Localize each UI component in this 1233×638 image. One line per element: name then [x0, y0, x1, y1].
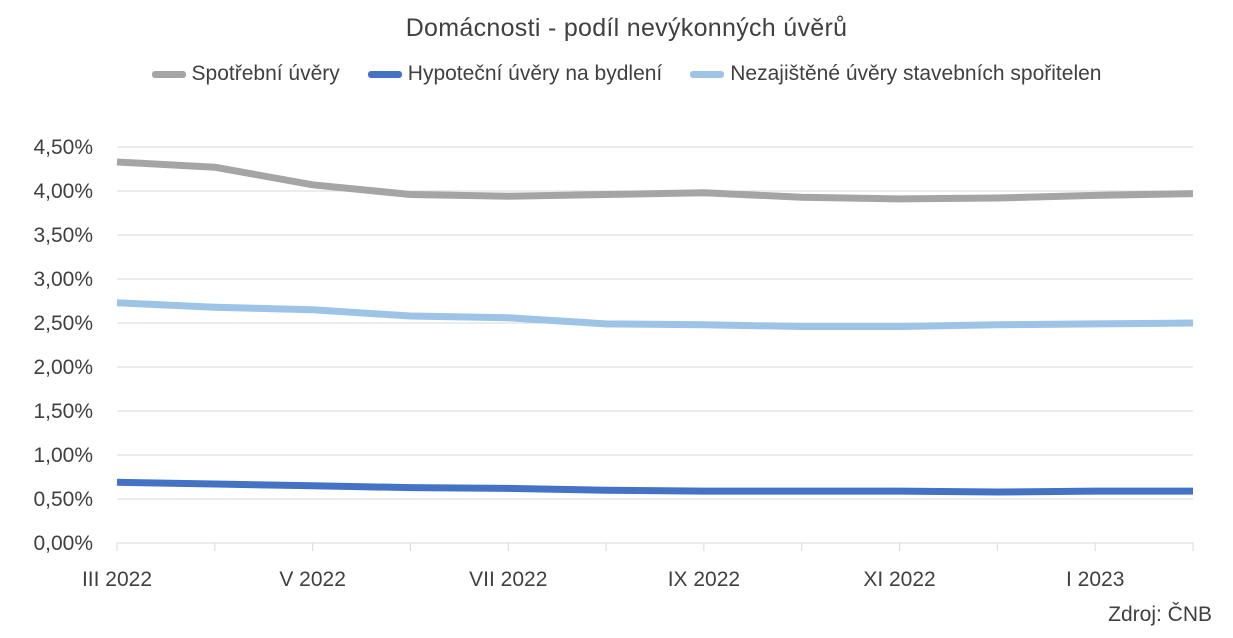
x-tick-label: V 2022: [279, 568, 346, 591]
series-line-2: [116, 478, 1193, 496]
y-tick-label: 3,50%: [33, 224, 93, 247]
legend-label: Hypoteční úvěry na bydlení: [407, 62, 663, 85]
y-tick-label: 2,00%: [33, 356, 93, 379]
series-line-1: [116, 158, 1194, 203]
source-label: Zdroj: ČNB: [1108, 603, 1212, 626]
x-tick-label: I 2023: [1066, 568, 1124, 591]
legend-swatch: [690, 70, 725, 78]
legend: Spotřební úvěry Hypoteční úvěry na bydlen…: [0, 62, 1233, 86]
y-tick-label: 0,50%: [33, 488, 93, 511]
y-tick-label: 4,50%: [33, 136, 93, 159]
y-tick-label: 4,00%: [33, 180, 93, 203]
legend-item: Nezajištěné úvěry stavebních spořitelen: [690, 62, 1101, 86]
x-tick-label: III 2022: [82, 568, 152, 591]
legend-item: Hypoteční úvěry na bydlení: [367, 62, 663, 86]
y-tick-label: 1,50%: [33, 400, 93, 423]
y-tick-label: 2,50%: [33, 312, 93, 335]
chart-title: Domácnosti - podíl nevýkonných úvěrů: [405, 14, 848, 42]
legend-label: Spotřební úvěry: [191, 62, 340, 85]
series-line-3: [116, 299, 1194, 330]
x-tick-label: IX 2022: [668, 568, 740, 591]
x-tick-label: XI 2022: [863, 568, 935, 591]
legend-swatch: [367, 70, 402, 78]
x-tick-label: VII 2022: [469, 568, 547, 591]
y-tick-label: 1,00%: [33, 444, 93, 467]
legend-item: Spotřební úvěry: [151, 62, 340, 86]
legend-swatch: [151, 70, 186, 78]
y-tick-label: 0,00%: [33, 532, 93, 555]
y-tick-label: 3,00%: [33, 268, 93, 291]
legend-label: Nezajištěné úvěry stavebních spořitelen: [730, 62, 1102, 85]
